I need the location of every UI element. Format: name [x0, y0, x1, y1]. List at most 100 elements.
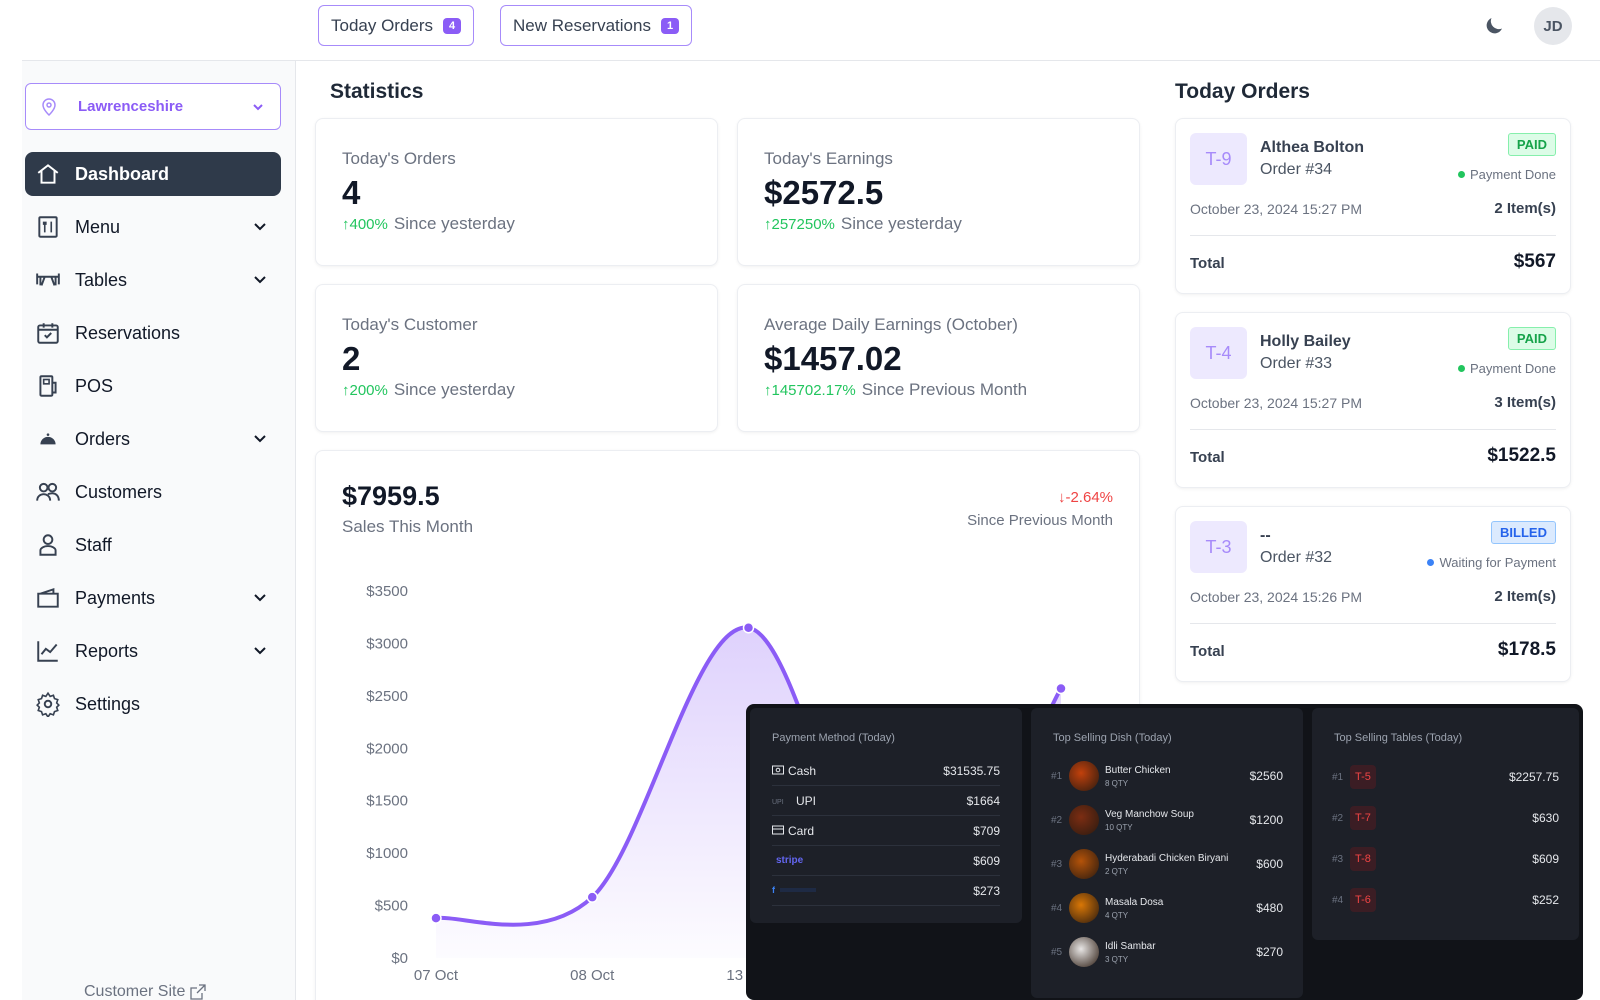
- top-table-row: #1 T-5 $2257.75: [1332, 762, 1559, 792]
- payment-method-label: UPI: [796, 793, 817, 808]
- payment-status-text: Payment Done: [1470, 167, 1556, 182]
- dish-qty: 2 QTY: [1105, 866, 1129, 876]
- map-pin-icon: [42, 97, 56, 116]
- divider: [1190, 429, 1556, 430]
- staff-icon: [35, 532, 61, 558]
- chevron-down-icon: [253, 270, 271, 291]
- sales-data-point[interactable]: [586, 891, 598, 903]
- dish-info: Veg Manchow Soup 10 QTY: [1105, 809, 1250, 832]
- wallet-icon: [35, 585, 61, 611]
- status-dot: [1458, 365, 1465, 372]
- dish-name: Hyderabadi Chicken Biryani: [1105, 852, 1229, 864]
- sales-change: ↓-2.64%: [1057, 489, 1113, 506]
- sidebar-item-dashboard[interactable]: Dashboard: [25, 152, 281, 196]
- statistics-title: Statistics: [330, 80, 424, 103]
- chart-line-icon: [35, 638, 61, 664]
- sidebar-item-staff[interactable]: Staff: [25, 523, 281, 567]
- stat-label: Today's Earnings: [764, 149, 893, 168]
- sales-data-point[interactable]: [1055, 682, 1067, 695]
- customer-name: --: [1260, 527, 1271, 544]
- sidebar-item-label: Customers: [75, 481, 163, 502]
- sidebar-item-tables[interactable]: Tables: [25, 258, 281, 302]
- order-number: Order #32: [1260, 549, 1333, 566]
- sidebar-item-payments[interactable]: Payments: [25, 576, 281, 620]
- chevron-down-icon: [253, 588, 271, 609]
- sidebar-item-label: Menu: [75, 216, 121, 237]
- payment-method-card: Payment Method (Today) Cash $31535.75 UPI U…: [750, 708, 1022, 923]
- sidebar-item-orders[interactable]: Orders: [25, 417, 281, 461]
- table-badge: T-4: [1190, 327, 1247, 379]
- arrow-up-icon: ↑257250%: [764, 215, 835, 233]
- sidebar-item-settings[interactable]: Settings: [25, 682, 281, 726]
- x-tick-label: 07 Oct: [414, 967, 459, 984]
- payment-method-name: UPI UPI: [772, 794, 967, 808]
- dish-name: Idli Sambar: [1105, 940, 1156, 952]
- dish-amount: $270: [1256, 945, 1283, 959]
- sidebar-item-label: Orders: [75, 428, 131, 449]
- status-badge: BILLED: [1491, 521, 1556, 544]
- chevron-down-icon: [253, 429, 271, 450]
- payment-method-row: UPI UPI $1664: [772, 786, 1000, 816]
- payment-status-text: Waiting for Payment: [1439, 555, 1556, 570]
- top-table-row: #2 T-7 $630: [1332, 803, 1559, 833]
- svg-text:f: f: [772, 885, 776, 895]
- order-card[interactable]: T-4 Holly Bailey Order #33 PAID Payment Done…: [1175, 312, 1571, 488]
- external-link-icon: [190, 984, 207, 1000]
- summary-overlay-panel: Payment Method (Today) Cash $31535.75 UPI U…: [746, 704, 1583, 1000]
- stat-change: ↑400% Since yesterday: [342, 214, 515, 234]
- dish-image: [1069, 937, 1099, 967]
- location-select[interactable]: Lawrenceshire: [25, 83, 281, 130]
- sidebar-item-reports[interactable]: Reports: [25, 629, 281, 673]
- sidebar: [22, 61, 296, 1000]
- total-value: $178.5: [1497, 639, 1556, 660]
- table-icon: [35, 267, 61, 293]
- customer-site-link[interactable]: Customer Site: [84, 983, 207, 1000]
- arrow-up-icon: ↑400%: [342, 215, 388, 233]
- top-dish-row: #5 Idli Sambar 3 QTY $270: [1051, 932, 1283, 972]
- dish-info: Butter Chicken 8 QTY: [1105, 765, 1250, 788]
- stat-value: 2: [342, 340, 361, 377]
- header-divider: [22, 60, 1600, 61]
- sales-data-point[interactable]: [430, 912, 442, 924]
- order-card[interactable]: T-9 Althea Bolton Order #34 PAID Payment Don…: [1175, 118, 1571, 294]
- x-tick-label: 08 Oct: [570, 967, 615, 984]
- dish-rank: #1: [1051, 770, 1063, 782]
- payment-method-label: Cash: [788, 763, 817, 778]
- chevron-down-icon: [253, 641, 271, 662]
- home-icon: [35, 161, 61, 187]
- moon-icon[interactable]: [1482, 14, 1506, 38]
- y-tick-label: $0: [391, 950, 408, 967]
- sidebar-item-customers[interactable]: Customers: [25, 470, 281, 514]
- order-card[interactable]: T-3 -- Order #32 BILLED Waiting for Payment O…: [1175, 506, 1571, 682]
- sidebar-item-pos[interactable]: POS: [25, 364, 281, 408]
- sales-data-point[interactable]: [742, 621, 755, 634]
- order-date: October 23, 2024 15:26 PM: [1190, 589, 1362, 605]
- today-orders-label: Today Orders: [331, 15, 434, 35]
- new-reservations-button[interactable]: New Reservations 1: [500, 5, 693, 46]
- dish-rank: #3: [1051, 858, 1063, 870]
- location-value: Lawrenceshire: [78, 98, 184, 115]
- sales-change-since: Since Previous Month: [967, 512, 1113, 529]
- stat-value: $2572.5: [764, 174, 884, 211]
- table-rank: #3: [1332, 853, 1344, 865]
- sidebar-item-label: Settings: [75, 693, 141, 714]
- dish-info: Idli Sambar 3 QTY: [1105, 941, 1256, 964]
- avatar[interactable]: JD: [1534, 7, 1572, 45]
- pos-icon: [35, 373, 61, 399]
- dish-amount: $480: [1256, 901, 1283, 915]
- dish-rank: #5: [1051, 946, 1063, 958]
- top-dish-row: #2 Veg Manchow Soup 10 QTY $1200: [1051, 800, 1283, 840]
- sidebar-item-menu[interactable]: Menu: [25, 205, 281, 249]
- top-dishes-title: Top Selling Dish (Today): [1053, 732, 1172, 744]
- sidebar-item-label: Dashboard: [75, 163, 170, 184]
- sidebar-item-reservations[interactable]: Reservations: [25, 311, 281, 355]
- table-chip: T-8: [1350, 847, 1376, 871]
- today-orders-button[interactable]: Today Orders 4: [318, 5, 475, 46]
- table-amount: $2257.75: [1508, 770, 1559, 784]
- top-tables-title: Top Selling Tables (Today): [1334, 732, 1463, 744]
- table-badge: T-3: [1190, 521, 1247, 573]
- calendar-check-icon: [35, 320, 61, 346]
- payment-method-amount: $31535.75: [943, 763, 1000, 778]
- y-tick-label: $2000: [366, 740, 408, 757]
- gear-icon: [35, 691, 61, 717]
